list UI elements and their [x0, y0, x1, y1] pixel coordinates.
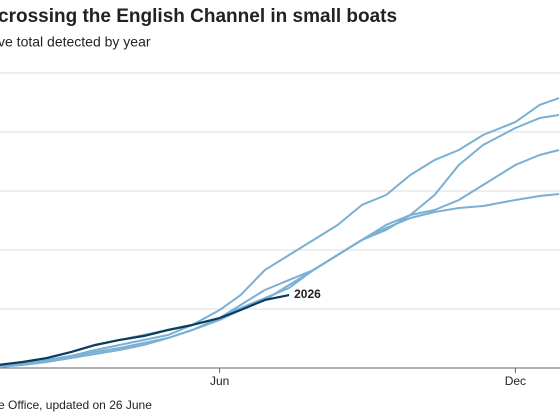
series-line — [0, 97, 560, 367]
chart-title: crossing the English Channel in small bo… — [0, 6, 397, 27]
chart-subtitle: ve total detected by year — [0, 34, 151, 50]
source-note: e Office, updated on 26 June — [0, 398, 152, 412]
x-tick-label: Dec — [505, 374, 526, 388]
series-line — [0, 149, 560, 367]
series-line — [0, 114, 560, 367]
x-tick-label: Jun — [210, 374, 229, 388]
series-label: 2026 — [294, 287, 321, 301]
series-line — [0, 193, 560, 368]
series-line — [0, 293, 290, 366]
